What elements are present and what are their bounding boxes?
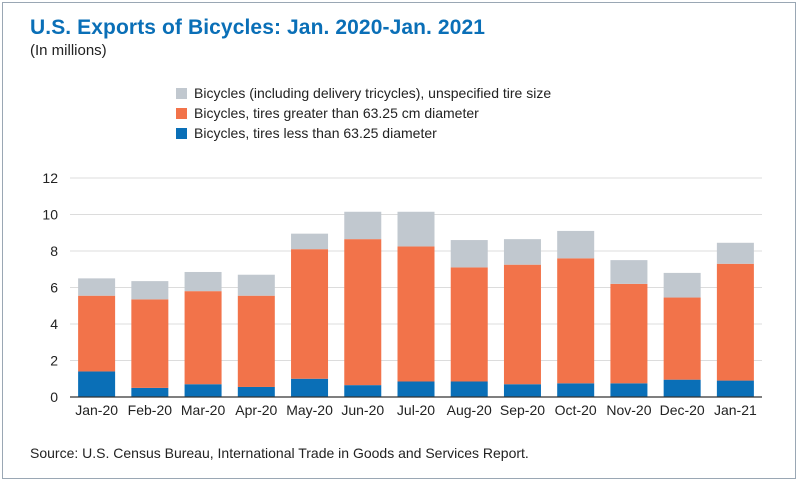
bar-segment — [344, 211, 382, 240]
x-tick-label: Sep-20 — [500, 402, 545, 418]
y-tick-label: 12 — [42, 170, 58, 186]
y-tick-label: 4 — [50, 316, 58, 332]
bar-segment — [716, 380, 754, 397]
bar-segment — [184, 271, 222, 292]
bar-segment — [610, 260, 648, 284]
x-tick-label: Jan-21 — [714, 402, 757, 418]
legend: Bicycles (including delivery tricycles),… — [176, 85, 551, 141]
bar-segment — [503, 239, 541, 265]
bar-segment — [610, 383, 648, 397]
legend-label: Bicycles (including delivery tricycles),… — [194, 85, 551, 101]
x-tick-label: Dec-20 — [660, 402, 705, 418]
bar-segment — [78, 371, 116, 397]
bar-segment — [78, 295, 116, 372]
x-tick-label: Feb-20 — [128, 402, 173, 418]
y-tick-label: 6 — [50, 280, 58, 296]
bar-segment — [663, 272, 701, 298]
bar-segment — [716, 263, 754, 381]
x-tick-label: Mar-20 — [181, 402, 226, 418]
x-tick-label: Jan-20 — [75, 402, 118, 418]
bar-segment — [291, 249, 329, 379]
bar-segment — [557, 258, 595, 384]
bar-segment — [663, 379, 701, 397]
bar-segment — [237, 274, 275, 296]
legend-swatch — [176, 128, 187, 139]
bar-segment — [450, 381, 488, 397]
x-tick-label: Jul-20 — [397, 402, 435, 418]
x-axis-ticks: Jan-20 Feb-20 Mar-20 Apr-20 May-20 Jun-20 Jul-… — [75, 402, 757, 418]
bar-segment — [78, 278, 116, 296]
legend-swatch — [176, 108, 187, 119]
bar-segment — [291, 233, 329, 250]
x-tick-label: Aug-20 — [447, 402, 492, 418]
legend-label: Bicycles, tires less than 63.25 diameter — [194, 125, 437, 141]
bar-segment — [344, 239, 382, 386]
bar-segment — [131, 281, 169, 300]
y-tick-label: 10 — [42, 207, 58, 223]
x-tick-label: Apr-20 — [235, 402, 277, 418]
bar-segment — [131, 387, 169, 397]
bar-segment — [450, 240, 488, 268]
bar-segment — [557, 230, 595, 259]
bar-segment — [663, 297, 701, 380]
legend-label: Bicycles, tires greater than 63.25 cm di… — [194, 105, 479, 121]
legend-swatch — [176, 88, 187, 99]
x-tick-label: Nov-20 — [606, 402, 651, 418]
y-tick-label: 2 — [50, 353, 58, 369]
y-axis-ticks: 0 2 4 6 8 10 12 — [42, 170, 58, 405]
bar-segment — [131, 299, 169, 388]
bar-segment — [184, 384, 222, 397]
bar-segment — [503, 264, 541, 385]
bars — [78, 211, 754, 397]
bar-segment — [237, 295, 275, 387]
bar-segment — [237, 386, 275, 397]
bar-segment — [610, 283, 648, 384]
bar-segment — [503, 384, 541, 397]
bar-segment — [344, 385, 382, 397]
bar-segment — [450, 267, 488, 382]
bar-segment — [716, 242, 754, 264]
x-tick-label: May-20 — [286, 402, 333, 418]
bar-segment — [397, 211, 435, 247]
bar-segment — [291, 378, 329, 397]
y-tick-label: 8 — [50, 243, 58, 259]
x-tick-label: Oct-20 — [555, 402, 597, 418]
x-tick-label: Jun-20 — [341, 402, 384, 418]
chart-title: U.S. Exports of Bicycles: Jan. 2020-Jan.… — [30, 16, 486, 39]
chart-subtitle: (In millions) — [30, 42, 107, 59]
bar-segment — [184, 291, 222, 385]
y-tick-label: 0 — [50, 389, 58, 405]
source-note: Source: U.S. Census Bureau, Internationa… — [30, 445, 529, 461]
bar-segment — [397, 246, 435, 382]
bar-segment — [557, 383, 595, 397]
bar-segment — [397, 381, 435, 397]
